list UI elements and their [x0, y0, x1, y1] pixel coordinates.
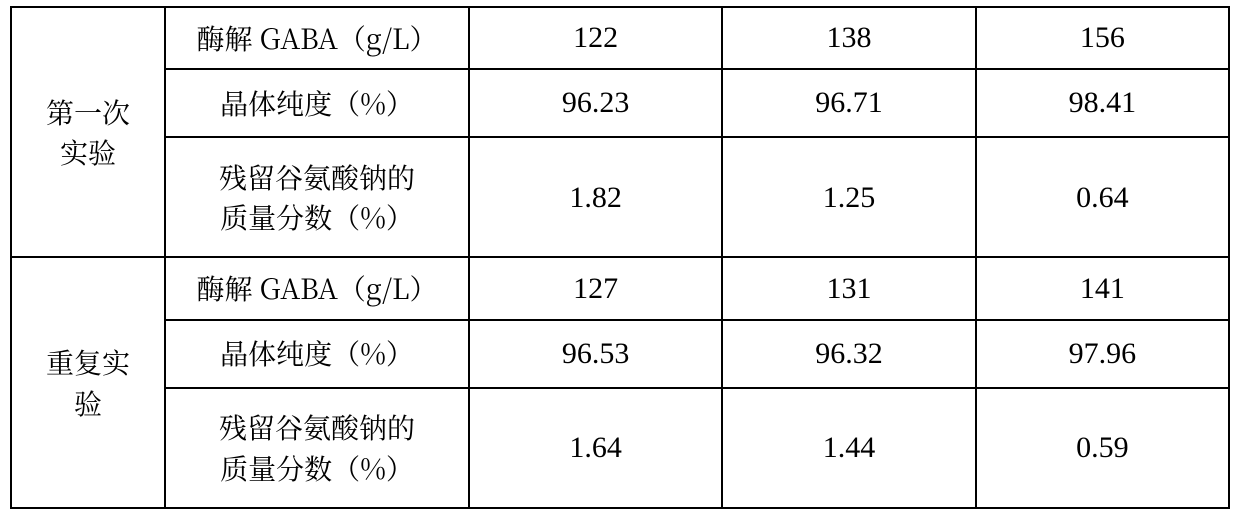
metric-label: 残留谷氨酸钠的质量分数（%） — [165, 137, 469, 257]
cell-value: 1.82 — [469, 137, 722, 257]
cell-value: 156 — [976, 7, 1229, 69]
table-row: 残留谷氨酸钠的质量分数（%） 1.64 1.44 0.59 — [11, 388, 1229, 508]
cell-value: 141 — [976, 257, 1229, 319]
table-row: 重复实验 酶解 GABA（g/L） 127 131 141 — [11, 257, 1229, 319]
cell-value: 96.53 — [469, 320, 722, 388]
group-label: 第一次实验 — [11, 7, 165, 257]
cell-value: 96.71 — [722, 69, 975, 137]
cell-value: 0.64 — [976, 137, 1229, 257]
metric-label: 晶体纯度（%） — [165, 320, 469, 388]
cell-value: 98.41 — [976, 69, 1229, 137]
cell-value: 97.96 — [976, 320, 1229, 388]
metric-label: 残留谷氨酸钠的质量分数（%） — [165, 388, 469, 508]
metric-label: 酶解 GABA（g/L） — [165, 7, 469, 69]
cell-value: 1.44 — [722, 388, 975, 508]
metric-label: 酶解 GABA（g/L） — [165, 257, 469, 319]
group-label: 重复实验 — [11, 257, 165, 508]
cell-value: 1.64 — [469, 388, 722, 508]
cell-value: 1.25 — [722, 137, 975, 257]
cell-value: 131 — [722, 257, 975, 319]
table-row: 晶体纯度（%） 96.23 96.71 98.41 — [11, 69, 1229, 137]
cell-value: 96.23 — [469, 69, 722, 137]
table-row: 残留谷氨酸钠的质量分数（%） 1.82 1.25 0.64 — [11, 137, 1229, 257]
metric-label: 晶体纯度（%） — [165, 69, 469, 137]
table-row: 第一次实验 酶解 GABA（g/L） 122 138 156 — [11, 7, 1229, 69]
cell-value: 122 — [469, 7, 722, 69]
table-row: 晶体纯度（%） 96.53 96.32 97.96 — [11, 320, 1229, 388]
cell-value: 96.32 — [722, 320, 975, 388]
data-table: 第一次实验 酶解 GABA（g/L） 122 138 156 晶体纯度（%） 9… — [10, 6, 1230, 509]
cell-value: 0.59 — [976, 388, 1229, 508]
cell-value: 127 — [469, 257, 722, 319]
cell-value: 138 — [722, 7, 975, 69]
